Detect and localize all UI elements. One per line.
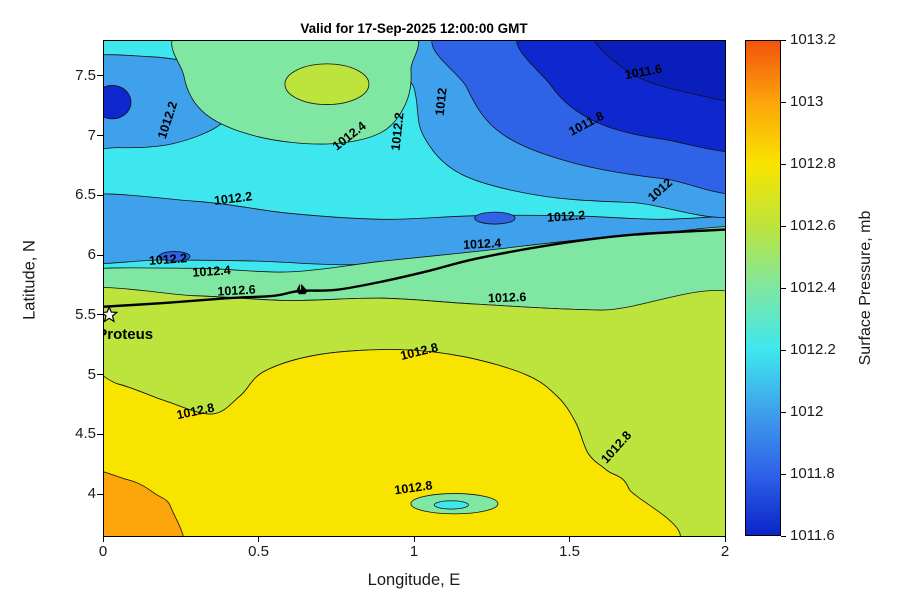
- contour-region-above-1012.6-topspot: [284, 63, 370, 105]
- y-tick-mark: [97, 314, 103, 316]
- y-tick-mark: [97, 254, 103, 256]
- y-tick-label: 4: [87, 485, 96, 503]
- colorbar-tick-label: 1012: [790, 403, 824, 420]
- x-tick-label: 2: [720, 543, 730, 560]
- colorbar-tick-mark: [781, 287, 786, 289]
- colorbar-tick-mark: [781, 225, 786, 227]
- colorbar-tick-mark: [781, 101, 786, 103]
- x-tick-mark: [724, 536, 726, 542]
- y-tick-mark: [97, 433, 103, 435]
- x-tick-mark: [102, 536, 104, 542]
- contour-plot: Proteus1012.21012.41012.210121011.81011.…: [97, 40, 725, 536]
- colorbar-tick-label: 1011.8: [790, 465, 835, 482]
- x-axis-label: Longitude, E: [367, 571, 461, 589]
- contour-label: 1012.6: [217, 283, 256, 299]
- contour-label: 1012.2: [213, 189, 253, 208]
- contour-region-1012.4-dip-bottom: [433, 500, 469, 510]
- contour-fills: [103, 40, 725, 536]
- contour-label: 1012.2: [547, 208, 586, 225]
- colorbar-tick-label: 1012.8: [790, 155, 836, 172]
- y-tick-label: 4.5: [75, 425, 96, 443]
- colorbar-tick-label: 1012.6: [790, 217, 836, 234]
- contour-region-below-1012-oval: [474, 211, 516, 225]
- y-tick-label: 5: [87, 365, 96, 383]
- x-tick-label: 0: [98, 543, 108, 560]
- plot-area: Proteus1012.21012.41012.210121011.81011.…: [97, 40, 725, 536]
- contour-label: 1012: [433, 87, 450, 116]
- colorbar-tick-label: 1012.4: [790, 279, 836, 296]
- x-tick-label: 0.5: [248, 543, 269, 560]
- y-tick-mark: [97, 194, 103, 196]
- boat-icon: [296, 283, 309, 295]
- contour-region-below-1011.6-corner: [594, 40, 725, 101]
- contour-label: 1012.2: [148, 251, 187, 268]
- colorbar-tick-label: 1013: [790, 93, 824, 110]
- x-tick-label: 1.5: [559, 543, 580, 560]
- contour-region-1012-1012.2-trough: [103, 193, 725, 266]
- x-tick-mark: [569, 536, 570, 542]
- colorbar-gradient: [745, 40, 781, 536]
- colorbar-tick-mark: [781, 163, 786, 165]
- y-tick-mark: [97, 135, 103, 137]
- y-tick-label: 7: [87, 126, 96, 144]
- y-axis-label: Latitude, N: [20, 240, 39, 320]
- y-tick-label: 6.5: [75, 186, 96, 204]
- contour-region-below-1011.8-leftspot: [103, 85, 132, 120]
- y-tick-label: 7.5: [75, 66, 96, 84]
- y-tick-mark: [97, 374, 103, 376]
- contour-region-1013-1013.2-corner: [103, 471, 184, 536]
- colorbar-tick-label: 1013.2: [790, 31, 836, 48]
- colorbar-tick-mark: [781, 535, 786, 537]
- colorbar-tick-label: 1012.2: [790, 341, 836, 358]
- coastline: [103, 228, 725, 308]
- y-tick-label: 5.5: [75, 305, 96, 323]
- y-tick-mark: [97, 493, 103, 495]
- colorbar-tick-mark: [781, 39, 786, 41]
- figure-title: Valid for 17-Sep-2025 12:00:00 GMT: [300, 21, 528, 36]
- colorbar-tick-mark: [781, 473, 786, 475]
- colorbar-tick-mark: [781, 411, 786, 413]
- contour-label: 1012.4: [463, 236, 502, 252]
- contour-label: 1012.2: [389, 112, 407, 152]
- x-tick-mark: [413, 536, 415, 542]
- colorbar-tick-label: 1011.6: [790, 527, 835, 544]
- x-tick-mark: [258, 536, 259, 542]
- y-tick-mark: [97, 75, 103, 77]
- colorbar-label: Surface Pressure, mb: [857, 210, 874, 366]
- contour-label: 1011.6: [624, 62, 663, 82]
- colorbar-tick-mark: [781, 349, 786, 351]
- contour-region-1012.8-1013: [103, 349, 681, 536]
- contour-region-below-1012-dot: [158, 251, 191, 262]
- contour-label: 1012.6: [488, 290, 527, 305]
- x-tick-label: 1: [409, 543, 419, 560]
- contour-label: 1012.8: [394, 478, 434, 497]
- y-tick-label: 6: [87, 246, 96, 264]
- proteus-label: Proteus: [103, 326, 153, 343]
- contour-label: 1012.4: [192, 263, 231, 280]
